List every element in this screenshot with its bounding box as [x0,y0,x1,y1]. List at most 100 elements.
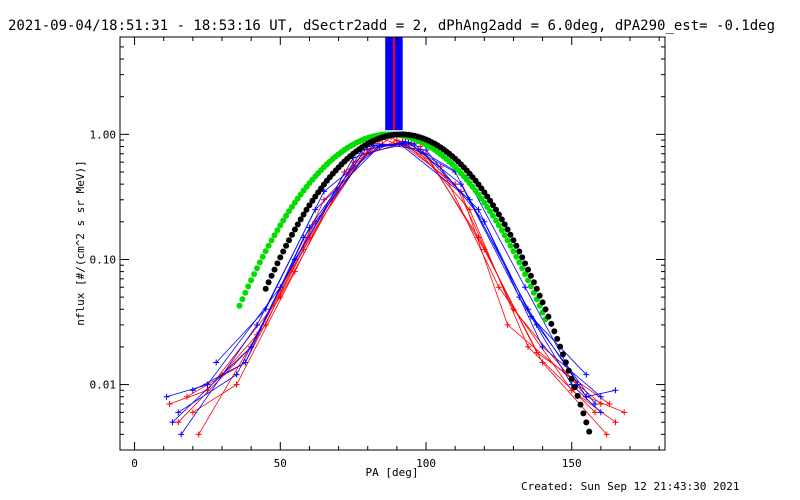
series-red-line-5 [198,142,610,435]
series-red-point [291,268,298,275]
series-blue-point [253,321,260,328]
series-green-point [280,217,287,224]
series-black-point [510,237,517,244]
series-red-point [612,419,619,426]
series-red-point [603,431,610,438]
series-green-point [525,277,531,284]
series-blue-point [612,387,619,394]
series-black-point [507,231,514,238]
series-blue-point [376,143,383,150]
series-green-point [277,222,284,229]
series-black-point [495,211,502,218]
series-green-point [271,232,278,239]
x-axis-label: PA [deg] [366,466,419,479]
series-red-point [233,381,240,388]
series-black-point [554,335,561,342]
series-blue-point [597,409,604,416]
series-green-point [510,248,517,255]
series-black-point [484,193,491,200]
series-blue-point [402,138,409,145]
series-blue-point [175,409,182,416]
series-green-point [493,217,499,224]
series-green-point [490,212,496,219]
series-black-point [283,242,290,249]
series-green-point [251,271,258,278]
series-blue-point [592,400,599,407]
series-red-point [606,400,613,407]
series-black-point [568,375,575,382]
series-red-line-2 [178,140,602,423]
series-black-point [286,237,292,244]
series-black-point [574,392,581,399]
series-black-point [289,231,295,238]
series-red-point [393,137,400,144]
series-black-point [294,221,301,228]
series-blue-point [527,313,534,320]
series-green-point [248,277,255,284]
series-blue-point [178,431,185,438]
series-red-line-1 [192,136,616,423]
series-black-point [309,197,316,204]
series-blue-point [423,146,430,153]
series-green-point [259,253,266,260]
series-red-point [495,284,502,291]
y-axis-label: nflux [#/(cm^2 s sr MeV)] [74,160,87,326]
series-black-point [291,226,298,233]
series-green-point [487,208,494,215]
series-black-point [265,279,272,286]
series-black-point [504,226,511,233]
series-black-point [565,367,572,374]
plot-frame [119,36,666,451]
series-black-point [268,272,275,279]
series-red-point [195,431,202,438]
series-black-point [487,197,494,204]
series-green-point [527,283,534,290]
series-black-point [586,428,593,435]
series-green-point [481,199,488,206]
series-black-point [562,359,569,366]
series-red-line-0 [169,139,625,413]
series-red-line-4 [186,142,596,413]
series-blue-point [475,206,482,213]
series-black-point [525,266,531,273]
series-green-point [513,253,520,260]
series-blue-point [163,393,170,400]
series-blue-point [597,393,604,400]
series-black-point [501,221,508,228]
series-blue-point [522,284,529,291]
series-black-point [580,410,587,417]
series-red-line-3 [221,138,607,435]
series-green-point [516,259,523,266]
series-red [166,134,628,438]
series-green-point [245,283,252,290]
x-tick-label: 150 [562,457,582,470]
series-black-point [560,351,566,358]
x-tick-label: 100 [416,457,436,470]
series-green-point [286,208,292,215]
series-black-point [522,260,529,267]
series-blue [163,138,619,438]
series-black-point [516,248,523,255]
series-black-point [577,401,584,408]
series-black-point [490,202,496,209]
series-black-point [277,254,284,261]
series-red-point [504,321,511,328]
series-red-point [321,196,328,203]
series-blue-point [189,387,196,394]
series-green-point [498,227,505,234]
y-tick-label: 0.01 [90,379,117,392]
series-black-point [551,328,558,335]
chart-title: 2021-09-04/18:51:31 - 18:53:16 UT, dSect… [8,18,776,34]
series-red-point [525,343,532,350]
created-timestamp: Created: Sun Sep 12 21:43:30 2021 [521,480,740,493]
series-black-point [533,285,540,292]
series-black-point [542,306,549,313]
y-tick-label: 1.00 [90,128,117,141]
series-green-point [262,248,269,255]
series-blue-point [312,206,319,213]
series-blue-line-5 [180,141,578,435]
series-red-point [621,409,628,416]
series-black-point [513,242,520,249]
series-blue-point [539,343,546,350]
